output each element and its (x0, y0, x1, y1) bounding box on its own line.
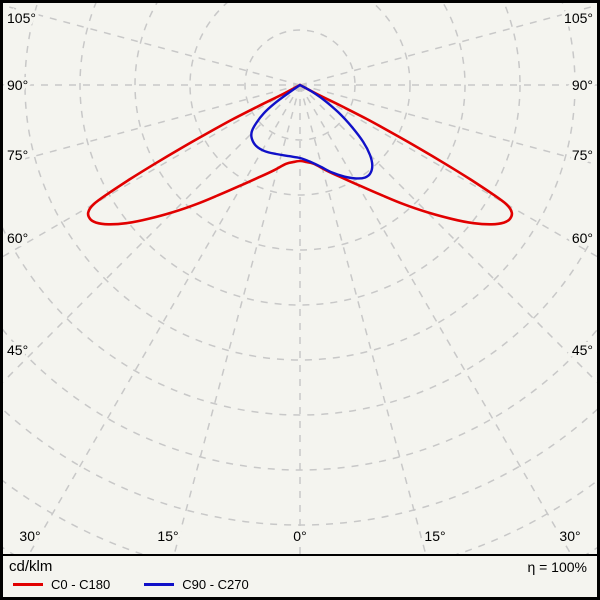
gamma-label-left-60: 60° (7, 230, 28, 246)
grid-ring (3, 408, 597, 526)
grid-ray-105 (299, 4, 597, 86)
polar-grid (3, 3, 597, 554)
grid-ray-45 (299, 84, 597, 384)
polar-plot-canvas: 105° 90° 75° 60° 45° 105° 90° 75° 60° 45… (3, 3, 597, 554)
gamma-label-left-90: 90° (7, 77, 28, 93)
gamma-label-bottom-right-15: 15° (424, 528, 445, 544)
efficiency-label: η = 100% (527, 558, 587, 575)
gamma-label-right-45: 45° (572, 342, 593, 358)
unit-label: cd/klm (9, 558, 53, 575)
series-curve-c0-c180 (86, 83, 514, 226)
grid-ring (79, 3, 521, 306)
gamma-label-right-60: 60° (572, 230, 593, 246)
legend-header-row: cd/klm η = 100% (9, 557, 591, 576)
c0-c180-line-swatch (13, 583, 43, 586)
grid-ray-60 (299, 84, 597, 258)
grid-ray-30 (299, 84, 572, 554)
gamma-label-right-90: 90° (572, 77, 593, 93)
gamma-label-left-75: 75° (7, 147, 28, 163)
legend-entry-label-c0-c180: C0 - C180 (51, 577, 111, 592)
grid-ring (24, 3, 576, 361)
grid-ray--75 (3, 84, 301, 166)
gamma-label-right-105: 105° (564, 10, 593, 26)
gamma-label-bottom-left-15: 15° (157, 528, 178, 544)
gamma-label-bottom-0: 0° (293, 528, 306, 544)
c90-c270-line-swatch (144, 583, 175, 586)
gamma-label-left-45: 45° (7, 342, 28, 358)
legend-entries-row: C0 - C180 C90 - C270 (9, 576, 591, 593)
grid-ray--15 (173, 84, 301, 554)
grid-ring (3, 226, 597, 416)
series-curve-c90-c270 (250, 83, 374, 180)
grid-ring (134, 3, 466, 251)
grid-ring (189, 3, 411, 196)
gamma-angle-labels: 105° 90° 75° 60° 45° 105° 90° 75° 60° 45… (4, 7, 597, 548)
grid-ray--60 (3, 84, 301, 258)
grid-ray--30 (28, 84, 301, 554)
grid-ray-75 (299, 84, 597, 166)
legend-entry-c90-c270: C90 - C270 (144, 577, 249, 592)
series-curves (86, 83, 514, 226)
grid-ring (244, 29, 356, 141)
grid-ray--105 (3, 4, 301, 86)
legend: cd/klm η = 100% C0 - C180 C90 - C270 (3, 554, 597, 595)
gamma-label-bottom-right-30: 30° (559, 528, 580, 544)
legend-entry-label-c90-c270: C90 - C270 (182, 577, 249, 592)
gamma-label-bottom-left-30: 30° (19, 528, 40, 544)
gamma-label-right-75: 75° (572, 147, 593, 163)
legend-entry-c0-c180: C0 - C180 (13, 577, 110, 592)
gamma-label-left-105: 105° (7, 10, 36, 26)
grid-ray--45 (3, 84, 301, 384)
grid-ray-15 (299, 84, 427, 554)
